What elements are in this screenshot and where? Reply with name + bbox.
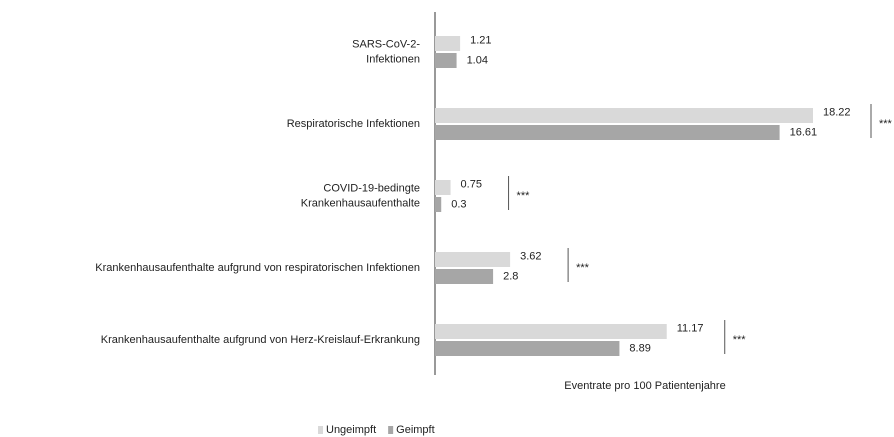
x-axis-label: Eventrate pro 100 Patientenjahre (564, 380, 725, 392)
category-label: Krankenhausaufenthalte aufgrund von Herz… (101, 334, 420, 346)
significance-label: *** (517, 190, 531, 202)
value-label: 11.17 (677, 322, 704, 334)
value-label: 18.22 (823, 106, 851, 118)
value-label: 3.62 (520, 250, 541, 262)
bar (435, 108, 813, 123)
bar (435, 341, 620, 356)
legend-swatch (318, 426, 323, 434)
value-label: 1.04 (467, 54, 488, 66)
category-label: Krankenhausaufenthalte aufgrund von resp… (95, 262, 420, 274)
bar (435, 180, 451, 195)
legend-label: Geimpft (396, 424, 435, 436)
bar (435, 197, 442, 212)
value-label: 2.8 (503, 270, 518, 282)
value-label: 0.75 (461, 178, 482, 190)
value-label: 1.21 (470, 34, 491, 46)
bar (435, 269, 494, 284)
significance-label: *** (879, 118, 893, 130)
category-label: COVID-19-bedingte Krankenhausaufenthalte (301, 182, 420, 209)
significance-label: *** (733, 334, 747, 346)
category-label: Respiratorische Infektionen (287, 118, 420, 130)
legend-swatch (388, 426, 394, 434)
category-label: SARS-CoV-2-Infektionen (352, 38, 420, 65)
value-label: 0.3 (451, 198, 466, 210)
bar (435, 252, 511, 267)
bar (435, 324, 667, 339)
value-label: 8.89 (629, 342, 650, 354)
significance-label: *** (576, 262, 590, 274)
bar (435, 125, 780, 140)
legend-label: Ungeimpft (326, 424, 376, 436)
bar (435, 53, 457, 68)
bar (435, 36, 461, 51)
value-label: 16.61 (790, 126, 818, 138)
